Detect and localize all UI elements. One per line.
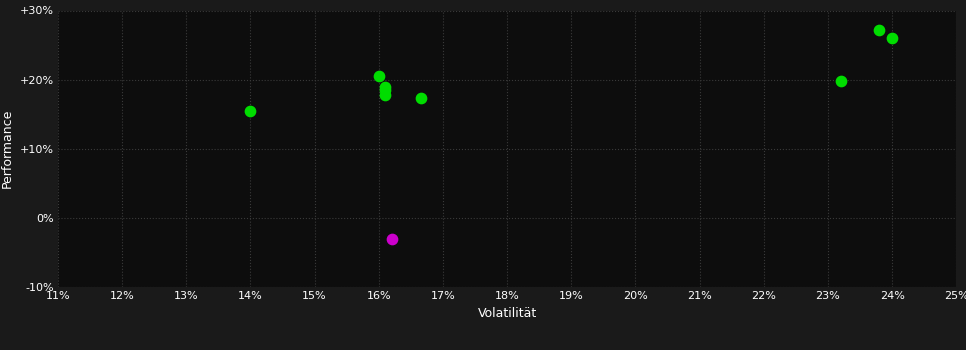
Point [378, 92, 393, 98]
Point [384, 236, 399, 241]
Point [871, 27, 887, 33]
Point [378, 84, 393, 89]
Point [833, 78, 848, 84]
Point [371, 74, 386, 79]
Point [378, 87, 393, 93]
Point [412, 96, 428, 101]
Point [242, 108, 258, 113]
Point [885, 35, 900, 41]
X-axis label: Volatilität: Volatilität [477, 307, 537, 320]
Y-axis label: Performance: Performance [1, 109, 14, 188]
